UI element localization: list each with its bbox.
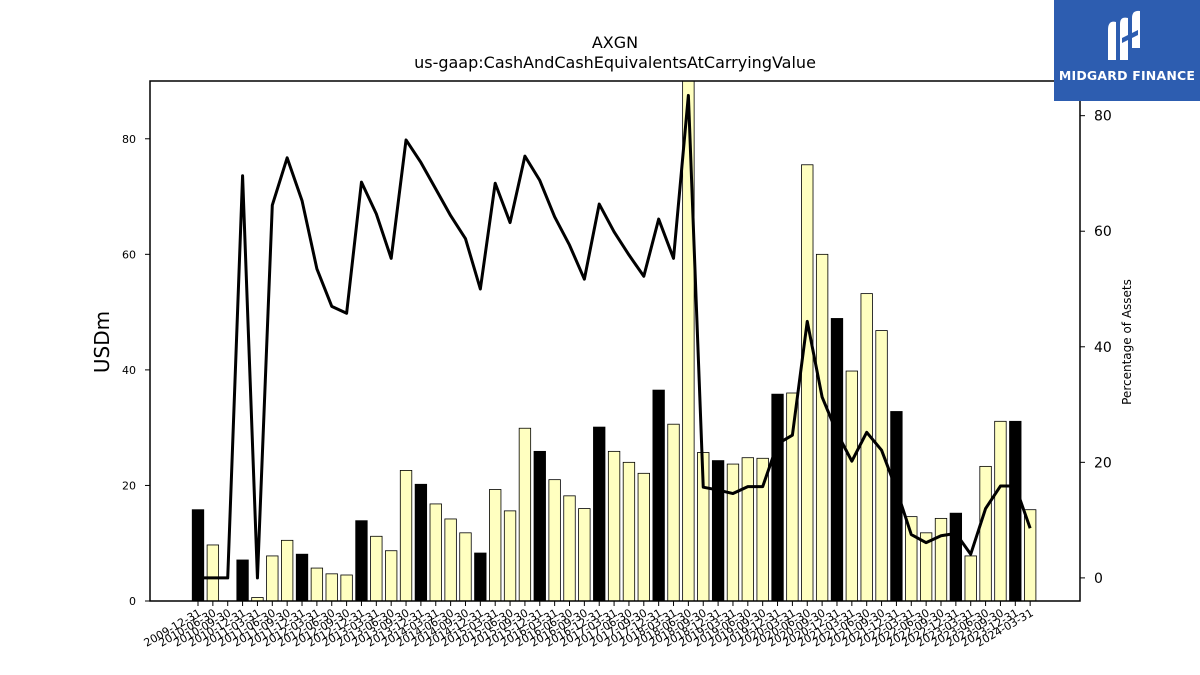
bar-2023-06-30 [979, 465, 992, 602]
plot-frame [149, 80, 1081, 602]
bar-2024-03-31 [1024, 509, 1037, 602]
bar-2013-09-30 [399, 470, 413, 602]
bar-2023-03-31 [964, 555, 977, 602]
bar-2010-06-30 [206, 544, 220, 602]
bar-2020-12-31 [830, 318, 844, 602]
bar-2017-03-31 [607, 450, 621, 602]
bar-2018-06-30 [682, 80, 695, 602]
bar-2013-12-31 [414, 483, 428, 602]
bar-2015-06-30 [503, 510, 517, 602]
bar-2021-03-31 [845, 370, 858, 602]
bar-2011-06-30 [266, 555, 279, 602]
bar-2011-09-30 [281, 539, 294, 602]
bar-2015-03-31 [489, 489, 502, 602]
y2-tick-label: 40 [1094, 340, 1112, 356]
percentage-line [198, 93, 1032, 580]
y2-tick-labels: 0 20 40 60 80 [1080, 109, 1112, 587]
bar-2020-09-30 [815, 253, 829, 602]
bar-2023-09-30 [994, 420, 1007, 602]
bar-2022-09-30 [934, 517, 948, 602]
bar-2016-12-31 [593, 426, 606, 602]
bar-2020-06-30 [801, 164, 814, 602]
logo-text: MIDGARD FINANCE [1058, 68, 1196, 83]
bar-2014-03-31 [429, 503, 442, 602]
bar-2016-03-31 [548, 479, 561, 602]
y-tick-label: 80 [122, 133, 136, 146]
bar-2014-06-30 [444, 518, 457, 602]
y-axis-label: USDm [90, 311, 114, 373]
bar-2012-03-31 [310, 567, 324, 602]
bar-2019-12-31 [771, 393, 784, 602]
bar-2016-06-30 [563, 495, 576, 602]
y-tick-label: 20 [122, 479, 136, 492]
y2-axis-label: Percentage of Assets [1120, 279, 1134, 405]
bar-2012-06-30 [325, 573, 338, 602]
bar-2018-12-31 [711, 460, 725, 602]
bar-2015-12-31 [533, 450, 546, 602]
bar-2021-09-30 [875, 330, 888, 602]
bar-2021-06-30 [860, 293, 873, 602]
bar-2023-12-31 [1009, 420, 1022, 602]
y-tick-label: 40 [122, 364, 136, 377]
bar-2018-03-31 [667, 423, 680, 602]
midgard-m-icon [1108, 10, 1140, 61]
line-series [198, 93, 1032, 580]
bar-2014-12-31 [474, 552, 487, 602]
y-tick-label: 60 [122, 248, 136, 261]
bar-2019-06-30 [741, 457, 754, 602]
bar-2016-09-30 [578, 508, 591, 602]
logo: MIDGARD FINANCE [1054, 0, 1200, 101]
y2-tick-label: 80 [1094, 109, 1112, 125]
bar-series [191, 80, 1037, 602]
y2-tick-label: 60 [1094, 224, 1112, 240]
bar-2019-09-30 [756, 457, 769, 602]
chart-subtitle: us-gaap:CashAndCashEquivalentsAtCarrying… [414, 53, 816, 72]
x-tick-labels: 2009-12-312010-06-302010-09-302010-12-31… [142, 601, 1036, 650]
bar-2010-12-31 [236, 559, 249, 602]
bar-2013-03-31 [370, 535, 383, 602]
bar-2014-09-30 [459, 532, 472, 602]
bar-2015-09-30 [518, 427, 532, 602]
bar-2017-09-30 [637, 472, 650, 602]
bar-2012-09-30 [340, 574, 353, 602]
y2-tick-label: 20 [1094, 455, 1112, 471]
axes [149, 80, 1081, 602]
bar-2013-06-30 [385, 550, 398, 602]
bar-2019-03-31 [726, 463, 740, 602]
chart-title: AXGN [592, 33, 638, 52]
bar-2022-03-31 [905, 516, 918, 602]
y2-tick-label: 0 [1094, 571, 1103, 587]
y-tick-label: 0 [129, 595, 136, 608]
bar-2009-12-31 [191, 509, 205, 602]
y-tick-labels: 0 20 40 60 80 [122, 133, 150, 608]
bar-2017-12-31 [652, 389, 665, 602]
bar-2017-06-30 [622, 461, 636, 602]
bar-2011-12-31 [295, 553, 309, 602]
bar-2022-12-31 [949, 512, 963, 602]
bar-2012-12-31 [355, 520, 368, 602]
